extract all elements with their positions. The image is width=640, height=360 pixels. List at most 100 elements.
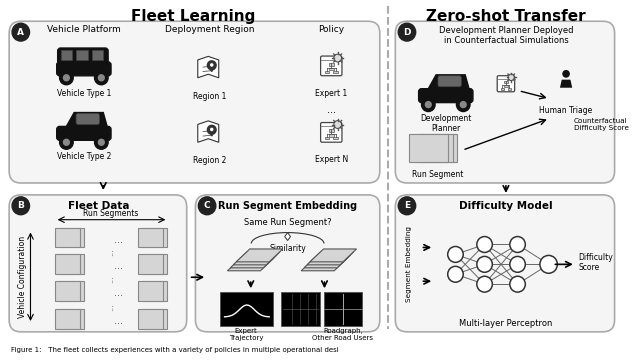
Circle shape bbox=[63, 75, 69, 81]
Bar bbox=[504, 81, 508, 84]
FancyBboxPatch shape bbox=[58, 48, 108, 64]
Circle shape bbox=[448, 247, 463, 262]
Text: Segment Embedding: Segment Embedding bbox=[406, 226, 412, 302]
Circle shape bbox=[99, 139, 104, 145]
FancyBboxPatch shape bbox=[57, 126, 111, 140]
Text: Vehicle Configuration: Vehicle Configuration bbox=[18, 236, 28, 318]
Text: Similarity: Similarity bbox=[269, 243, 306, 252]
FancyBboxPatch shape bbox=[321, 122, 342, 142]
Text: Run Segment: Run Segment bbox=[412, 170, 464, 179]
Bar bbox=[92, 50, 103, 60]
Text: Policy: Policy bbox=[318, 25, 344, 34]
Text: Run Segment Embedding: Run Segment Embedding bbox=[218, 201, 357, 211]
Bar bbox=[329, 68, 334, 71]
Circle shape bbox=[477, 256, 492, 272]
FancyBboxPatch shape bbox=[195, 195, 380, 332]
Text: ...: ... bbox=[106, 303, 116, 311]
Text: ...: ... bbox=[115, 261, 124, 271]
Bar bbox=[323, 292, 362, 326]
Circle shape bbox=[210, 63, 214, 67]
Bar bbox=[138, 228, 163, 247]
Text: ...: ... bbox=[115, 288, 124, 298]
FancyBboxPatch shape bbox=[57, 62, 111, 76]
Bar bbox=[59, 228, 84, 247]
Text: ...: ... bbox=[115, 234, 124, 244]
Bar bbox=[329, 130, 334, 132]
Circle shape bbox=[207, 125, 216, 134]
FancyBboxPatch shape bbox=[321, 56, 342, 76]
Polygon shape bbox=[285, 233, 291, 240]
Bar bbox=[329, 63, 334, 66]
Circle shape bbox=[508, 74, 515, 81]
Text: ...: ... bbox=[327, 104, 336, 114]
Polygon shape bbox=[304, 255, 351, 268]
Text: Human Triage: Human Triage bbox=[540, 105, 593, 114]
Circle shape bbox=[510, 276, 525, 292]
Polygon shape bbox=[227, 258, 274, 271]
Polygon shape bbox=[230, 255, 277, 268]
Circle shape bbox=[426, 102, 431, 108]
Bar bbox=[142, 255, 167, 274]
Text: Counterfactual
Difficulty Score: Counterfactual Difficulty Score bbox=[574, 118, 629, 131]
Bar bbox=[409, 134, 448, 162]
Text: Fleet Learning: Fleet Learning bbox=[131, 9, 256, 24]
Bar bbox=[55, 228, 80, 247]
Circle shape bbox=[456, 98, 470, 112]
Polygon shape bbox=[198, 121, 219, 142]
Polygon shape bbox=[307, 252, 353, 265]
Text: Deployment Region: Deployment Region bbox=[165, 25, 255, 34]
Polygon shape bbox=[428, 75, 469, 89]
Polygon shape bbox=[198, 57, 219, 78]
Bar bbox=[138, 255, 163, 274]
Text: Roadgraph,
Other Road Users: Roadgraph, Other Road Users bbox=[312, 328, 373, 341]
Text: Development Planner Deployed: Development Planner Deployed bbox=[438, 26, 573, 35]
Circle shape bbox=[334, 54, 342, 62]
Polygon shape bbox=[236, 249, 283, 262]
Text: Difficulty Model: Difficulty Model bbox=[459, 201, 553, 211]
Circle shape bbox=[207, 61, 216, 70]
FancyBboxPatch shape bbox=[419, 89, 473, 103]
Polygon shape bbox=[301, 258, 348, 271]
Bar bbox=[76, 50, 88, 60]
Circle shape bbox=[510, 237, 525, 252]
Text: Same Run Segment?: Same Run Segment? bbox=[244, 218, 332, 227]
Bar bbox=[324, 71, 330, 73]
Text: Vehicle Type 2: Vehicle Type 2 bbox=[57, 152, 111, 161]
Text: in Counterfactual Simulations: in Counterfactual Simulations bbox=[444, 36, 568, 45]
Bar bbox=[220, 292, 273, 326]
Text: Region 1: Region 1 bbox=[193, 92, 227, 101]
Circle shape bbox=[99, 75, 104, 81]
Bar bbox=[59, 255, 84, 274]
FancyBboxPatch shape bbox=[9, 195, 187, 332]
Circle shape bbox=[210, 128, 214, 131]
Bar bbox=[413, 134, 452, 162]
Circle shape bbox=[460, 102, 466, 108]
Text: Zero-shot Transfer: Zero-shot Transfer bbox=[426, 9, 586, 24]
FancyBboxPatch shape bbox=[497, 76, 515, 92]
Bar bbox=[61, 50, 72, 60]
Text: ...: ... bbox=[115, 316, 124, 326]
Polygon shape bbox=[67, 113, 107, 126]
Bar bbox=[504, 85, 508, 87]
Circle shape bbox=[60, 135, 73, 149]
Text: Fleet Data: Fleet Data bbox=[68, 201, 129, 211]
Bar bbox=[142, 281, 167, 301]
Bar bbox=[55, 281, 80, 301]
Circle shape bbox=[398, 197, 416, 215]
Bar bbox=[59, 281, 84, 301]
FancyBboxPatch shape bbox=[76, 113, 99, 125]
Circle shape bbox=[563, 70, 570, 78]
Circle shape bbox=[477, 276, 492, 292]
FancyBboxPatch shape bbox=[396, 195, 614, 332]
Text: Multi-layer Perceptron: Multi-layer Perceptron bbox=[460, 319, 552, 328]
Bar bbox=[324, 137, 330, 139]
Bar bbox=[333, 71, 338, 73]
Text: ...: ... bbox=[106, 248, 116, 256]
Bar bbox=[419, 134, 458, 162]
Polygon shape bbox=[560, 80, 572, 88]
Circle shape bbox=[12, 23, 29, 41]
FancyBboxPatch shape bbox=[438, 76, 461, 87]
Bar bbox=[333, 137, 338, 139]
Text: Vehicle Platform: Vehicle Platform bbox=[47, 25, 121, 34]
Circle shape bbox=[198, 197, 216, 215]
